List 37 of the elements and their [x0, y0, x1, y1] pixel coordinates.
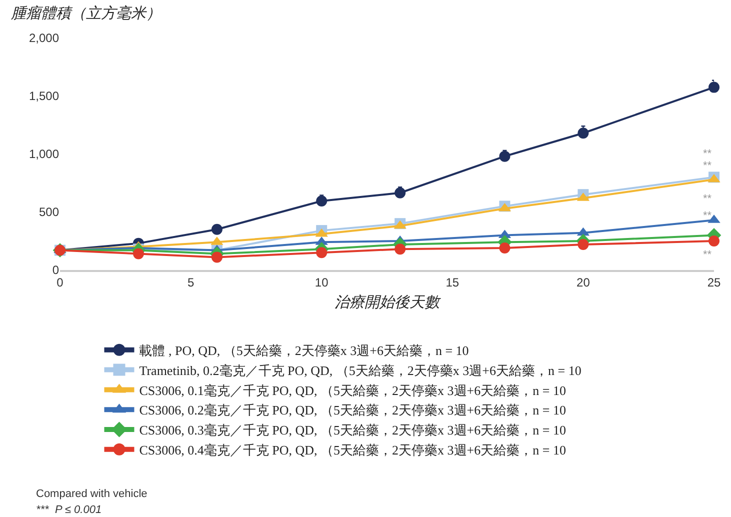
- y-tick-label: 500: [38, 205, 60, 220]
- x-tick-label: 5: [187, 275, 194, 290]
- annotation: **: [703, 249, 712, 261]
- text: *** P ≤ 0.001: [36, 504, 102, 516]
- y-tick-label: 0: [52, 263, 60, 278]
- text: Compared with vehicle: [36, 488, 148, 500]
- x-tick-label: 25: [707, 275, 721, 290]
- annotation: **: [703, 148, 712, 160]
- x-tick-label: 15: [446, 275, 460, 290]
- y-tick-label: 1,000: [28, 147, 60, 162]
- point: [578, 238, 589, 250]
- point: [211, 252, 222, 263]
- point: [132, 248, 144, 260]
- point: [708, 236, 720, 246]
- point: [578, 128, 589, 139]
- point: [394, 244, 406, 255]
- y-tick-label: 1,500: [28, 89, 60, 104]
- x-tick-label: 20: [576, 275, 590, 290]
- legend-label: CS3006, 0.4毫克／千克 PO, QD, （5天給藥，2天停藥x 3週+6天給藥，n = 10: [139, 442, 566, 458]
- annotation: **: [703, 193, 712, 205]
- legend-label: CS3006, 0.2毫克／千克 PO, QD, （5天給藥，2天停藥x 3週+6天給藥，n = 10: [139, 402, 566, 418]
- legend-label: 載體 , PO, QD, （5天給藥，2天停藥x 3週+6天給藥，n = 10: [139, 342, 469, 358]
- legend-label: CS3006, 0.3毫克／千克 PO, QD, （5天給藥，2天停藥x 3週+6天給藥，n = 10: [139, 422, 566, 438]
- legend-label: Trametinib, 0.2毫克／千克 PO, QD, （5天給藥，2天停藥x 3週+6天給藥，n = 10: [139, 362, 582, 378]
- point: [211, 224, 222, 235]
- y-axis-title: 腫瘤體積（立方毫米）: [10, 5, 161, 22]
- point: [316, 195, 328, 206]
- annotation: **: [703, 210, 712, 222]
- point: [316, 247, 328, 258]
- point: [499, 150, 510, 162]
- point: [394, 187, 406, 198]
- annotation: **: [703, 160, 712, 172]
- x-axis-title: 治療開始後天數: [334, 294, 442, 311]
- y-tick-label: 2,000: [28, 31, 60, 46]
- point: [499, 242, 510, 254]
- x-tick-label: 10: [314, 275, 329, 290]
- legend-label: CS3006, 0.1毫克／千克 PO, QD, （5天給藥，2天停藥x 3週+6天給藥，n = 10: [139, 382, 566, 398]
